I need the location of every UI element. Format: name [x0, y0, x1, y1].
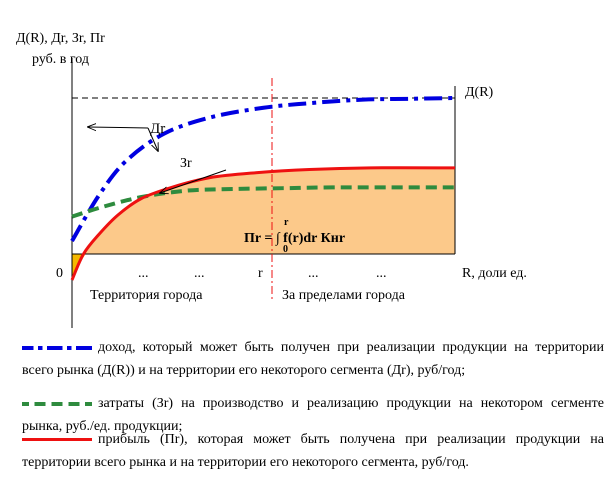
region-left-label: Территория города [90, 288, 203, 303]
integral-upper-limit: r [284, 217, 289, 228]
x-tick-label: ... [308, 266, 319, 281]
zr-pointer-arrow [160, 169, 227, 193]
origin-label: 0 [56, 266, 63, 281]
x-tick-labels: ...... r...... [138, 266, 387, 281]
y-axis-label: Д(R), Дr, Зr, Пr [16, 31, 105, 46]
legend-dashed-swatch [22, 401, 92, 406]
series-line-1 [70, 96, 456, 243]
series-curves [70, 96, 456, 281]
series-line-3 [70, 166, 456, 281]
dr-pointer-arrow [88, 127, 149, 128]
series-line-2 [71, 185, 455, 219]
integral-lower-limit: 0 [283, 244, 288, 255]
y-axis-units: руб. в год [32, 52, 89, 67]
area-fills [72, 167, 456, 276]
x-tick-label: ... [194, 266, 205, 281]
legend-revenue-text: доход, который может быть получен при ре… [22, 340, 604, 378]
legend-costs: затраты (Зr) на производство и реализаци… [22, 393, 604, 438]
legend-profit: прибыль (Пr), которая может быть получен… [22, 429, 604, 474]
x-tick-label: ... [138, 266, 149, 281]
profit-formula: Пr = ∫ f(r)dr Кнr [244, 231, 345, 246]
legend-solid-swatch [22, 438, 92, 442]
profit-chart: Д(R), Дr, Зr, Пr руб. в год Д(R) Дr Зr 0… [16, 31, 527, 328]
x-tick-label: r [258, 266, 263, 281]
dr-pointer-arrow-2 [147, 127, 158, 151]
legend-revenue: доход, который может быть получен при ре… [22, 337, 604, 382]
zr-label: Зr [180, 156, 192, 171]
region-right-label: За пределами города [282, 288, 406, 303]
dr-label: Дr [150, 121, 165, 137]
legend-costs-text: затраты (Зr) на производство и реализаци… [22, 396, 604, 434]
x-tick-label: ... [376, 266, 387, 281]
drr-label: Д(R) [465, 85, 494, 100]
legend-profit-text: прибыль (Пr), которая может быть получен… [22, 432, 604, 470]
legend-dashdot-swatch [22, 345, 92, 350]
x-axis-label: R, доли ед. [462, 266, 527, 281]
